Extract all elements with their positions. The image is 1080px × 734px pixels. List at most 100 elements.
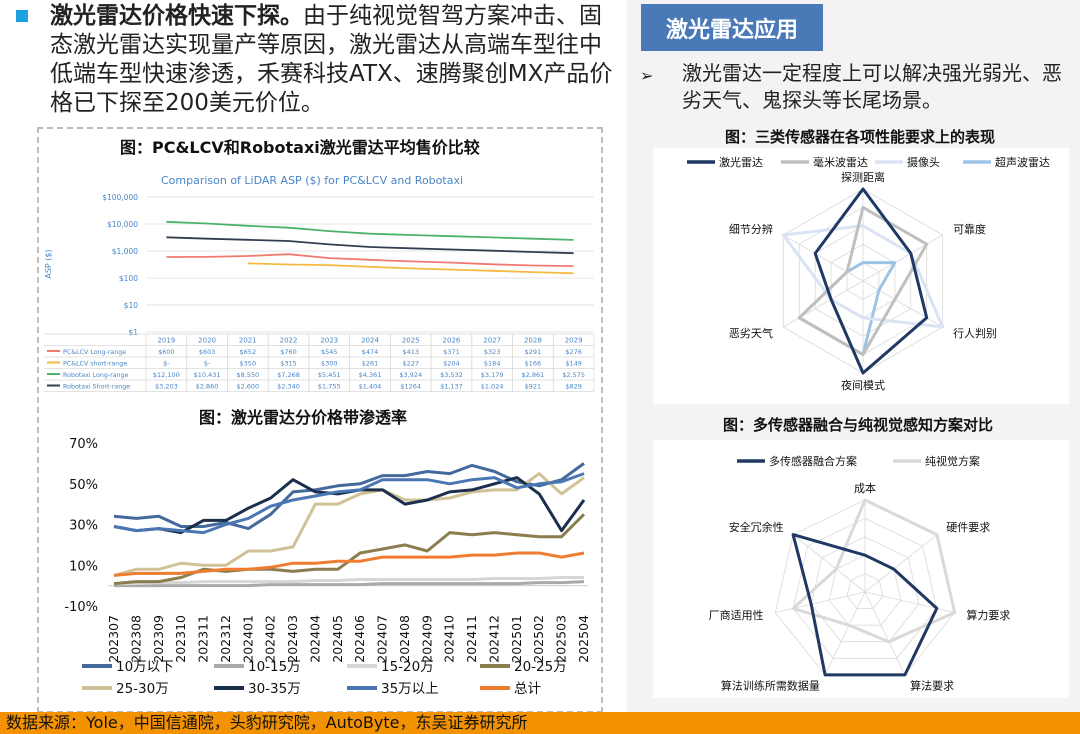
radar-legend-label: 多传感器融合方案 [769,454,857,468]
asp-table-value: $2,340 [277,383,300,391]
radar-axis-label: 成本 [854,481,876,495]
asp-series-line-2 [166,220,574,241]
asp-table-value: $603 [199,348,216,356]
pen-series-line-4 [113,472,585,577]
radar-series-0 [813,187,929,375]
asp-table-value: $413 [402,348,419,356]
asp-table-value: $12,100 [153,371,180,379]
asp-table-year: 2021 [239,337,257,345]
asp-table-series-name: PC&LCV short-range [63,361,127,368]
asp-table-value: $227 [402,360,419,368]
pen-x-tick-label: 202408 [397,615,412,663]
radar-legend-label: 摄像头 [907,155,940,169]
radar-axis-label: 可靠度 [953,222,986,236]
radar-series-1 [791,498,957,644]
pen-x-tick-label: 202308 [128,615,143,663]
pen-x-tick-label: 202311 [196,615,211,663]
intro-paragraph: 激光雷达价格快速下探。由于纯视觉智驾方案冲击、固态激光雷达实现量产等原因，激光雷… [50,2,620,118]
radar-axis-label: 算法要求 [910,679,954,693]
asp-chart-caption: 图：PC&LCV和Robotaxi激光雷达平均售价比较 [120,138,480,157]
asp-series-line-1 [247,262,574,275]
asp-table-value: $652 [240,348,257,356]
pen-x-tick-label: 202401 [240,615,255,663]
pen-y-tick-label: 30% [69,519,98,534]
asp-table-value: $600 [158,348,175,356]
asp-table-value: $3,179 [481,371,504,379]
asp-table-value: $371 [443,348,460,356]
radar-spoke [864,591,906,676]
asp-table-value: $1264 [400,383,421,391]
radar-spoke [783,234,864,282]
radar-grid-ring [828,554,902,626]
asp-table-value: $- [163,360,170,368]
radar-spoke [792,534,866,593]
asp-table-value: $3,924 [399,371,422,379]
pen-x-tick-label: 202309 [151,615,166,663]
pen-series-line-1 [114,580,585,588]
asp-y-tick-label: $100,000 [102,193,138,202]
asp-table-value: $261 [362,360,379,368]
asp-y-tick-label: $100 [119,274,138,283]
pen-series-line-2 [114,576,584,586]
radar-spoke [775,591,866,613]
asp-y-tick-label: $10 [124,301,139,310]
asp-table-series-name: Robotaxi Long-range [63,372,129,379]
asp-table-value: $323 [484,348,501,356]
pen-legend-label: 25-30万 [116,681,169,697]
fusion-radar-box [653,440,1069,698]
asp-table-year: 2024 [361,337,379,345]
asp-table-value: $3,532 [440,371,463,379]
asp-table-value: $300 [321,360,338,368]
asp-table-year: 2023 [320,337,338,345]
radar-spoke [864,591,955,613]
asp-table-value: $921 [525,383,542,391]
arrow-bullet-icon: ➢ [640,66,654,85]
intro-body-text: 由于纯视觉智驾方案冲击、固态激光雷达实现量产等原因，激光雷达从高端车型往中低端车… [50,3,613,116]
asp-table-value: $5,451 [318,371,341,379]
radar-spoke [824,591,866,676]
pen-x-tick-label: 202412 [486,615,501,663]
radar-grid-ring [792,517,938,659]
asp-table-value: $2,600 [236,383,259,391]
asp-table-value: $- [204,360,211,368]
source-footer: 数据来源：Yole，中国信通院，头豹研究院，AutoByte，东吴证券研究所 [0,712,1080,734]
asp-table-year: 2026 [443,337,461,345]
radar-series-0 [791,533,939,677]
penetration-chart: -10% 10% 30% 50% 70% 202307 202308 202309 202310… [64,437,591,697]
radar-axis-label: 算力要求 [966,608,1010,622]
radar-grid-ring [810,536,920,643]
radar-spoke [862,234,943,282]
asp-table-value: $1,404 [359,383,382,391]
pen-x-tick-label: 202407 [375,615,390,663]
sensor-radar-caption: 图：三类传感器在各项性能要求上的表现 [725,128,996,146]
asp-table-value: $315 [280,360,297,368]
asp-table-value: $545 [321,348,338,356]
asp-table-value: $8,550 [236,371,259,379]
radar-spoke [862,280,943,328]
asp-table-value: $2,861 [522,371,545,379]
pen-legend-label: 10-15万 [248,659,301,675]
pen-y-tick-label: 10% [69,559,98,574]
asp-table-year: 2028 [524,337,542,345]
pen-legend-label: 30-35万 [248,681,301,697]
pen-x-tick-label: 202312 [218,615,233,663]
pen-x-tick-label: 202502 [531,615,546,663]
asp-table-year: 2027 [483,337,501,345]
asp-table-value: $166 [525,360,542,368]
asp-table-value: $474 [362,348,379,356]
asp-table-value: $1,024 [481,383,504,391]
pen-legend-label: 20-25万 [514,659,567,675]
pen-legend-label: 总计 [514,681,541,697]
asp-y-axis-label: ASP ($) [44,249,53,278]
asp-table-value: $7,268 [277,371,300,379]
pen-y-tick-label: 50% [69,478,98,493]
radar-series-1 [797,205,929,357]
asp-table-value: $829 [565,383,582,391]
pen-legend-label: 15-20万 [381,659,434,675]
asp-series-line-3 [166,236,574,255]
radar-axis-label: 探测距离 [841,170,885,184]
asp-series-line-0 [166,253,574,267]
radar-axis-label: 硬件要求 [946,521,990,534]
asp-comparison-chart: Comparison of LiDAR ASP ($) for PC&LCV a… [44,174,595,392]
